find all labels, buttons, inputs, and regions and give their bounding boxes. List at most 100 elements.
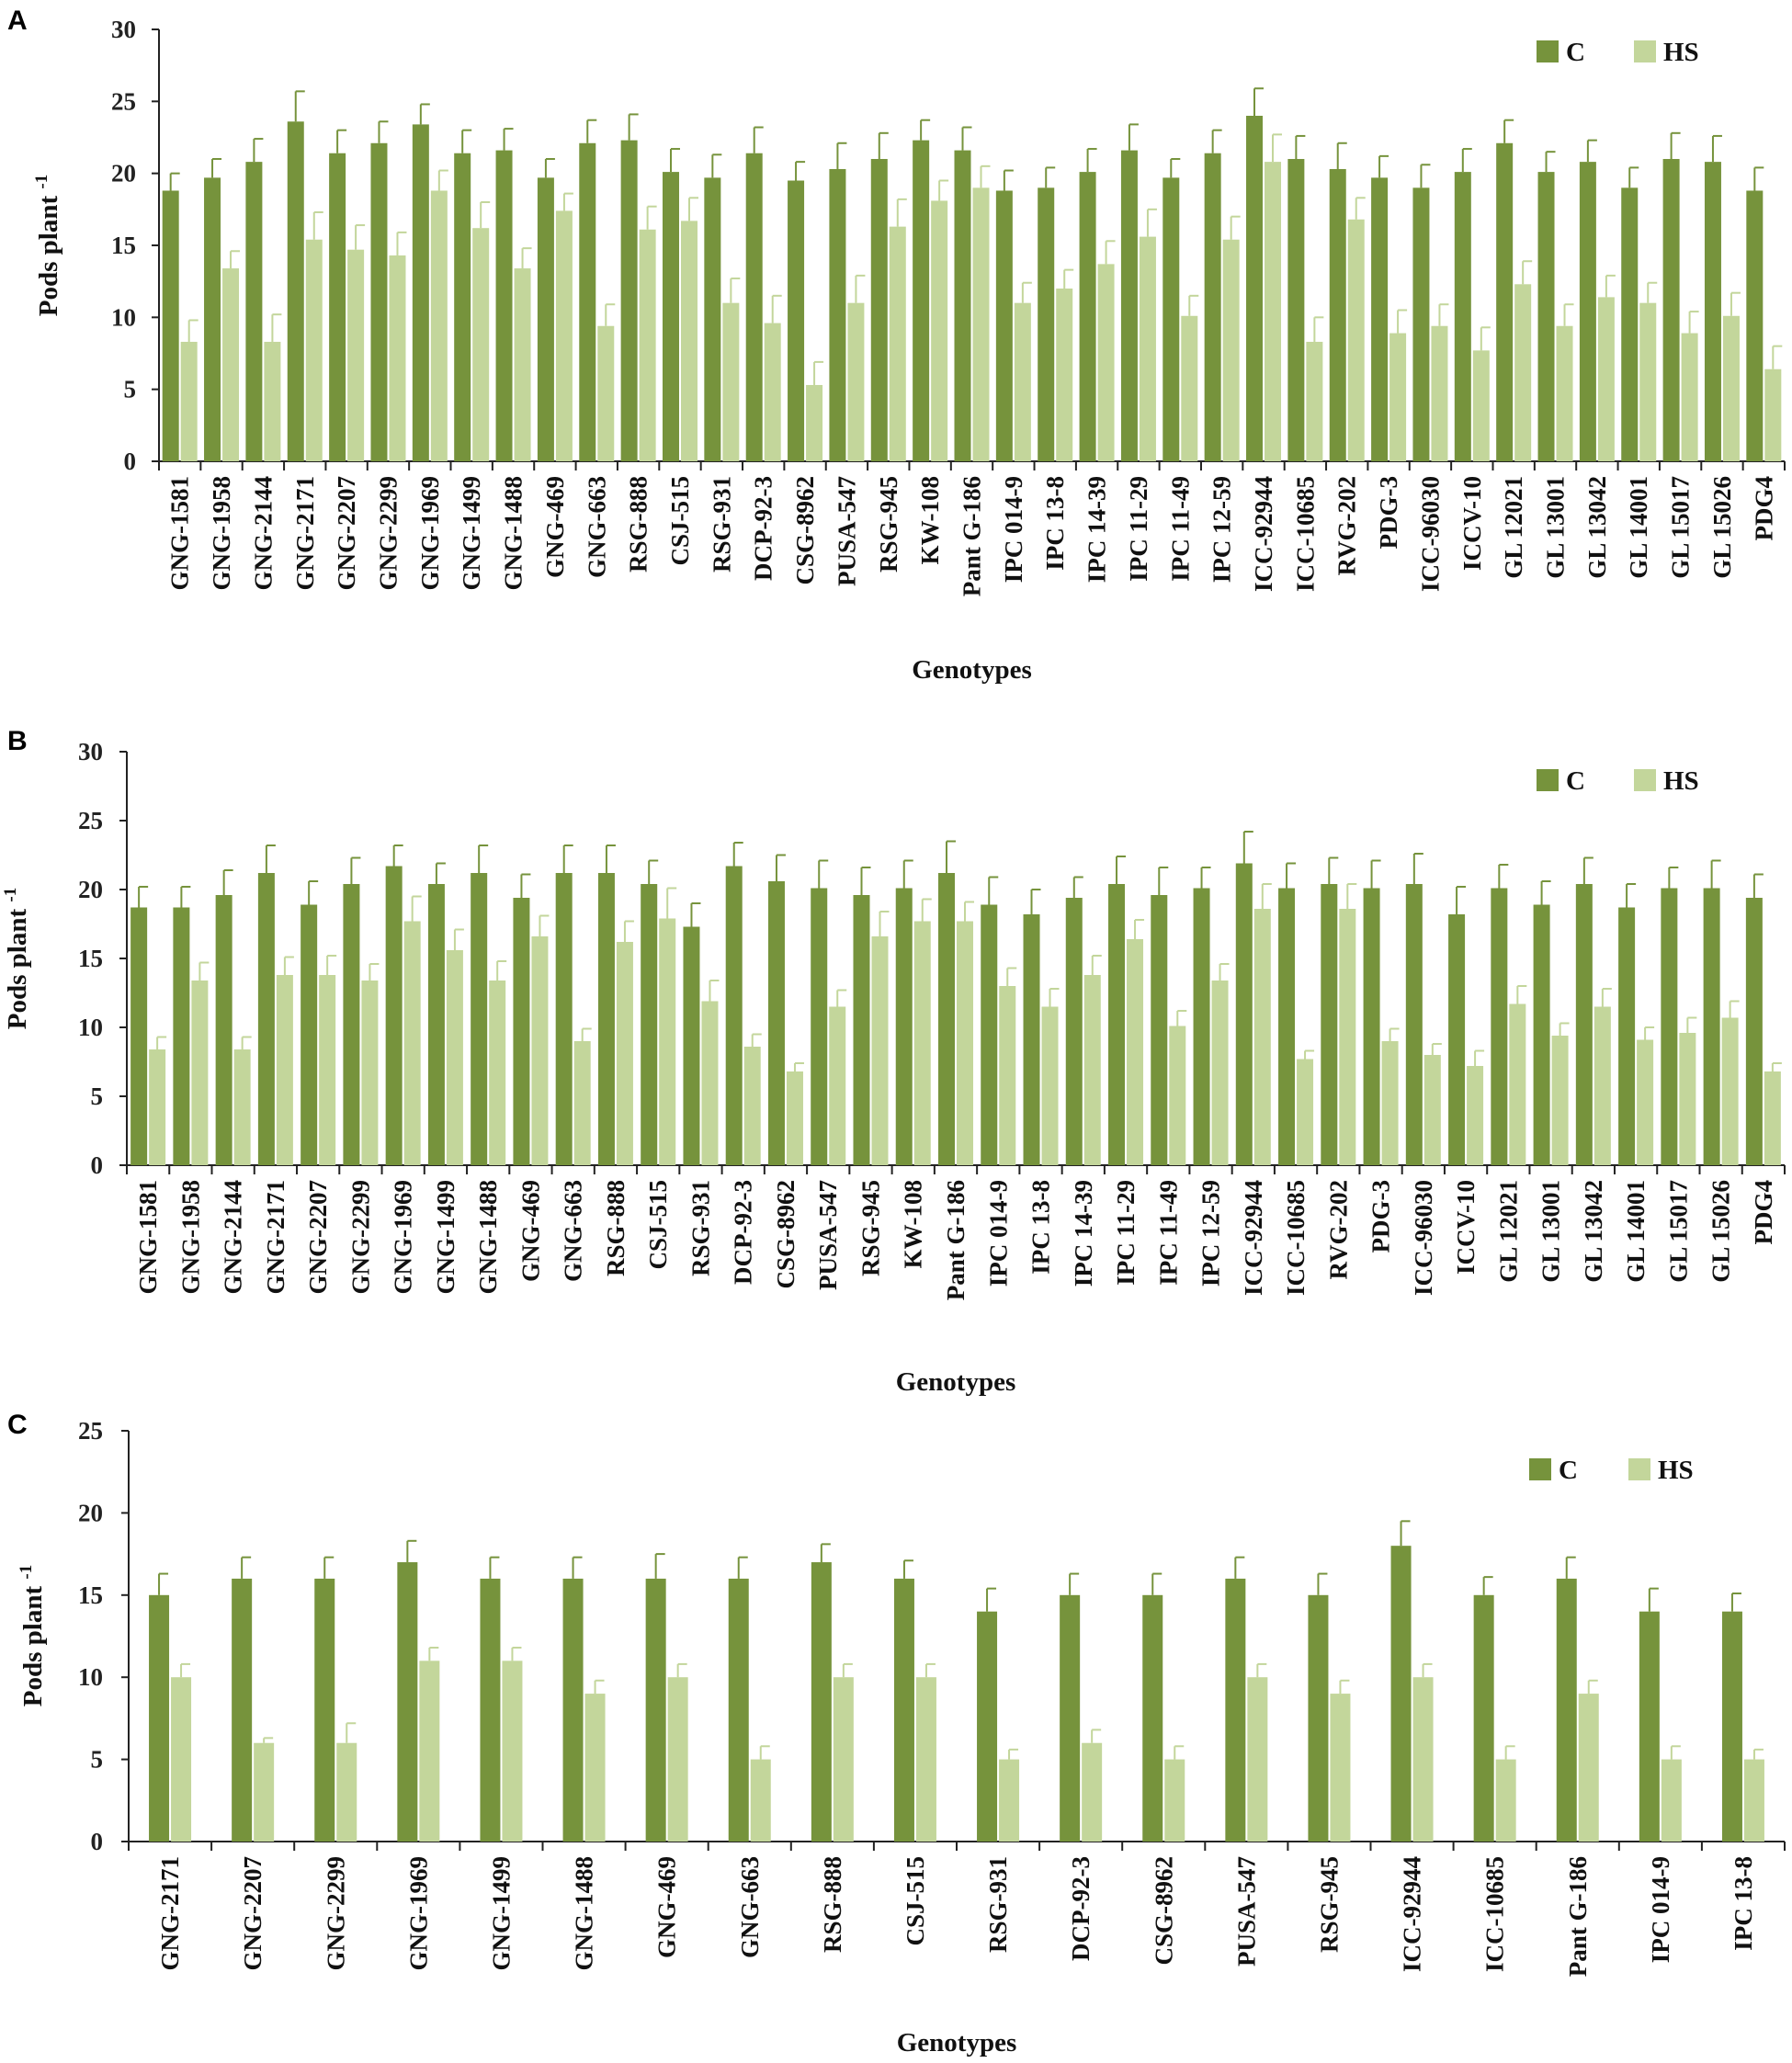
bar-c — [1745, 898, 1763, 1165]
bar-c — [130, 907, 148, 1165]
bar-c — [1246, 116, 1264, 461]
y-axis-title-superscript: -1 — [32, 175, 51, 189]
x-axis-title: Genotypes — [897, 2028, 1017, 2057]
x-category-label: ICC-92944 — [1240, 1180, 1267, 1296]
x-category-label: KW-108 — [916, 476, 944, 565]
x-category-label: PDG-3 — [1367, 1180, 1395, 1253]
bar-c — [1537, 172, 1555, 461]
x-category-label: ICCV-10 — [1458, 476, 1486, 571]
bar-c — [995, 190, 1013, 461]
x-category-label: GL 12021 — [1494, 1180, 1522, 1283]
x-category-label: GL 15017 — [1664, 1180, 1692, 1283]
y-tick-label: 20 — [78, 876, 103, 903]
chart-panel-b: B 0 5 10 15 20 25 30 GNG-1581 GNG-1958 GNG-2144 GNG… — [1, 726, 1786, 1397]
x-category-label: IPC 11-49 — [1166, 476, 1194, 582]
bar-hs — [1247, 1677, 1268, 1842]
x-category-label: GNG-2207 — [239, 1856, 267, 1971]
bar-c — [537, 177, 554, 461]
bar-c — [725, 866, 743, 1165]
bar-hs — [1339, 909, 1356, 1165]
y-axis-title-main: Pods plant — [3, 902, 32, 1030]
bar-hs — [750, 1759, 771, 1842]
bar-c — [1278, 888, 1296, 1165]
bar-hs — [722, 302, 740, 461]
bar-hs — [889, 226, 906, 461]
bar-hs — [1431, 325, 1448, 461]
x-category-label: IPC 14-39 — [1070, 1180, 1097, 1287]
y-tick-label: 5 — [91, 1083, 104, 1110]
x-category-label: IPC 014-9 — [1647, 1856, 1674, 1963]
bar-c — [1163, 177, 1180, 461]
x-category-label: RVG-202 — [1324, 1180, 1352, 1280]
x-category-label: GL 13042 — [1580, 1180, 1607, 1283]
bar-c — [1618, 907, 1636, 1165]
bar-c — [683, 926, 700, 1165]
bar-c — [1703, 888, 1720, 1165]
bar-c — [704, 177, 721, 461]
x-category-label: GNG-1488 — [474, 1180, 502, 1295]
bar-c — [343, 884, 360, 1165]
x-category-label: GNG-2299 — [374, 476, 402, 591]
x-category-label: GNG-2207 — [333, 476, 360, 591]
y-tick-label: 30 — [111, 16, 136, 43]
bar-c — [870, 159, 888, 461]
bar-hs — [1509, 1003, 1526, 1165]
x-category-label: GL 12021 — [1500, 476, 1527, 579]
bar-hs — [1082, 1742, 1103, 1842]
bar-c — [204, 177, 221, 461]
bar-c — [454, 153, 471, 461]
bar-c — [1151, 895, 1168, 1165]
bar-hs — [472, 228, 490, 461]
bar-hs — [806, 384, 823, 461]
x-category-label: RSG-945 — [875, 476, 902, 572]
bar-hs — [584, 1694, 606, 1842]
bar-c — [977, 1611, 998, 1842]
bar-hs — [180, 341, 198, 461]
bar-c — [895, 888, 913, 1165]
bar-hs — [1222, 239, 1240, 461]
bar-c — [662, 172, 679, 461]
bar-hs — [597, 325, 615, 461]
x-category-label: GNG-663 — [736, 1856, 764, 1958]
bar-hs — [1639, 302, 1657, 461]
bar-hs — [1556, 325, 1573, 461]
bar-c — [1704, 162, 1721, 461]
bar-c — [1235, 863, 1253, 1165]
bar-hs — [701, 1001, 719, 1165]
bar-hs — [1578, 1694, 1599, 1842]
bar-c — [397, 1562, 418, 1842]
bar-c — [1746, 190, 1764, 461]
x-category-label: GNG-2171 — [156, 1856, 184, 1971]
legend-label-hs: HS — [1658, 1456, 1694, 1485]
bar-hs — [1083, 975, 1101, 1165]
bar-hs — [1056, 289, 1073, 461]
bar-hs — [931, 200, 948, 461]
x-category-label: IPC 14-39 — [1083, 476, 1111, 583]
x-category-label: ICC-92944 — [1250, 476, 1277, 592]
bar-hs — [1764, 1071, 1781, 1165]
bar-hs — [999, 1759, 1020, 1842]
x-category-label: GNG-1499 — [458, 476, 485, 591]
bar-hs — [833, 1677, 854, 1842]
bar-c — [1496, 142, 1514, 461]
bar-c — [314, 1578, 335, 1842]
bar-hs — [1041, 1006, 1059, 1165]
bar-hs — [573, 1041, 591, 1165]
x-axis-title: Genotypes — [896, 1367, 1016, 1397]
x-category-label: GL 15017 — [1667, 476, 1695, 579]
chart-panel-a: A 0 5 10 15 20 25 30 GNG-1581 GNG-1958 GNG-2144 GNG… — [7, 6, 1786, 685]
bar-c — [1204, 153, 1221, 461]
panel-letter: B — [7, 726, 28, 756]
bar-hs — [1297, 1059, 1314, 1165]
bar-c — [149, 1594, 170, 1842]
bar-hs — [871, 936, 889, 1165]
bar-c — [1329, 168, 1346, 461]
x-category-label: GNG-1969 — [404, 1856, 432, 1971]
bar-hs — [430, 190, 448, 461]
x-category-label: GNG-2171 — [262, 1180, 289, 1295]
bar-hs — [1164, 1759, 1185, 1842]
panel-letter: A — [7, 6, 28, 36]
bar-c — [1225, 1578, 1246, 1842]
x-category-label: Pant G-186 — [942, 1180, 970, 1300]
y-tick-label: 5 — [124, 376, 137, 403]
